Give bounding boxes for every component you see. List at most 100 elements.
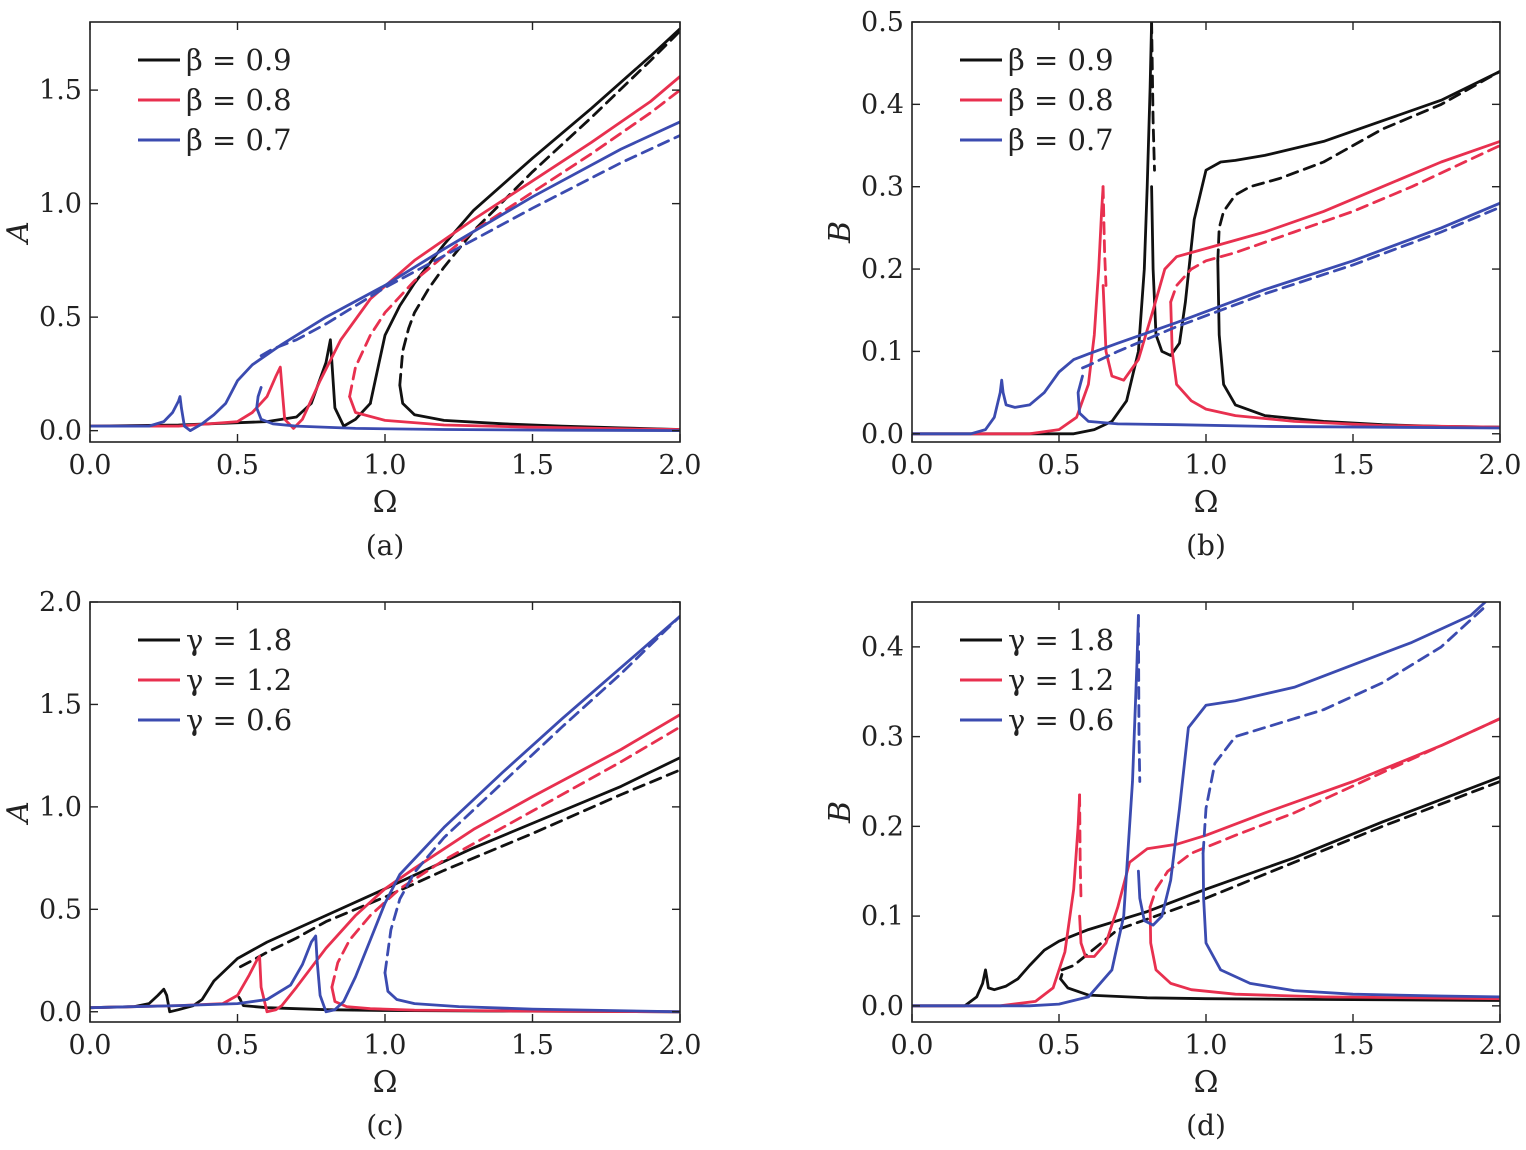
series-line-12: [1201, 851, 1500, 999]
x-tick-label: 1.5: [511, 450, 554, 481]
series-line-1: [239, 768, 680, 969]
series-line-6: [348, 395, 680, 431]
legend-entry: γ = 0.6: [1008, 703, 1114, 737]
series-line-11: [1201, 605, 1487, 855]
y-tick-label: 1.5: [39, 75, 82, 106]
series-line-7: [1101, 185, 1108, 287]
x-tick-label: 1.0: [1185, 1030, 1228, 1061]
y-tick-label: 0.3: [861, 172, 904, 203]
panel-2: 0.0 0.5 1.0 1.5 2.0 0.0 0.5 1.0 1.5 2.0 Ω A (c) γ = 1…: [1, 587, 701, 1142]
y-tick-label: 0.5: [39, 894, 82, 925]
x-axis-label: Ω: [1194, 1065, 1219, 1100]
y-tick-label: 0.1: [861, 336, 904, 367]
legend-entry: β = 0.7: [1008, 123, 1114, 157]
x-tick-label: 0.5: [1038, 450, 1081, 481]
series-line-3: [1216, 70, 1500, 263]
series-line-5: [348, 88, 680, 398]
x-tick-label: 1.0: [364, 450, 407, 481]
x-tick-label: 0.5: [216, 450, 259, 481]
series-line-6: [1148, 717, 1500, 909]
x-tick-label: 1.5: [1332, 450, 1375, 481]
y-tick-label: 0.5: [39, 302, 82, 333]
legend: γ = 1.8 γ = 1.2 γ = 0.6: [960, 623, 1114, 737]
x-tick-label: 1.0: [1185, 450, 1228, 481]
series-line-0: [912, 775, 1500, 1008]
series-line-9: [255, 386, 680, 432]
legend: β = 0.9 β = 0.8 β = 0.7: [960, 43, 1114, 157]
series-line-2: [398, 29, 680, 387]
series-line-1: [1150, 70, 1500, 357]
series-line-1: [368, 27, 680, 405]
series-line-8: [383, 971, 680, 1014]
series-line-0: [912, 22, 1153, 436]
series-line-7: [383, 614, 680, 975]
x-axis-label: Ω: [373, 1065, 398, 1100]
legend-entry: β = 0.7: [186, 123, 292, 157]
series-line-10: [912, 201, 1500, 436]
series-line-9: [1137, 602, 1487, 927]
series-group: [912, 602, 1500, 1008]
legend-entry: β = 0.8: [186, 83, 292, 117]
series-line-8: [259, 134, 680, 358]
y-tick-label: 0.0: [39, 416, 82, 447]
panel-caption: (b): [1186, 529, 1226, 562]
series-line-7: [90, 120, 680, 432]
legend-entry: γ = 1.2: [1008, 663, 1114, 697]
series-line-5: [330, 985, 680, 1014]
legend-entry: γ = 1.2: [186, 663, 292, 697]
series-line-5: [1078, 793, 1083, 900]
y-tick-label: 0.2: [861, 254, 904, 285]
x-tick-label: 2.0: [659, 1030, 702, 1061]
series-line-3: [90, 713, 680, 1014]
series-line-8: [1169, 144, 1500, 304]
legend: γ = 1.8 γ = 1.2 γ = 0.6: [138, 623, 292, 737]
y-tick-label: 0.0: [861, 991, 904, 1022]
series-line-1: [1060, 780, 1500, 972]
series-line-8: [912, 614, 1140, 1008]
x-tick-label: 1.5: [1332, 1030, 1375, 1061]
legend-entry: γ = 0.6: [186, 703, 292, 737]
series-line-9: [1169, 300, 1500, 429]
series-line-11: [1081, 205, 1500, 370]
y-tick-label: 0.2: [861, 811, 904, 842]
y-tick-label: 0.5: [861, 7, 904, 38]
series-group: [912, 22, 1500, 436]
x-axis-label: Ω: [373, 485, 398, 520]
series-line-7: [1148, 905, 1500, 1001]
series-line-4: [90, 75, 680, 430]
legend-entry: β = 0.9: [1008, 43, 1114, 77]
panel-caption: (a): [366, 529, 405, 562]
x-tick-label: 0.0: [891, 1030, 934, 1061]
y-axis-label: A: [1, 221, 36, 246]
series-line-2: [1150, 22, 1156, 172]
y-tick-label: 1.5: [39, 689, 82, 720]
y-tick-label: 0.4: [861, 89, 904, 120]
y-tick-label: 2.0: [39, 587, 82, 618]
series-line-0: [90, 756, 680, 1014]
series-line-6: [1101, 140, 1500, 382]
x-tick-label: 0.0: [69, 1030, 112, 1061]
series-line-0: [90, 338, 372, 428]
series-line-5: [912, 185, 1105, 436]
x-tick-label: 0.5: [216, 1030, 259, 1061]
plot-frame: [89, 601, 681, 1023]
y-tick-label: 0.0: [39, 997, 82, 1028]
y-tick-label: 0.1: [861, 901, 904, 932]
series-group: [90, 614, 680, 1014]
series-line-2: [1059, 973, 1500, 1002]
series-group: [90, 27, 680, 432]
series-line-4: [1216, 259, 1500, 429]
panel-0: 0.0 0.5 1.0 1.5 2.00.00.51.01.5ΩA(a)β = 0.9β…: [1, 21, 701, 562]
y-axis-label: A: [1, 801, 36, 826]
panel-3: 0.0 0.5 1.0 1.5 2.0 0.0 0.1 0.2 0.3 0.4 Ω B (d) γ = 1…: [823, 601, 1521, 1142]
x-tick-label: 2.0: [1479, 450, 1522, 481]
legend-entry: β = 0.9: [186, 43, 292, 77]
legend-entry: β = 0.8: [1008, 83, 1114, 117]
plot-frame: [89, 21, 681, 443]
x-tick-label: 1.0: [364, 1030, 407, 1061]
series-line-12: [1076, 374, 1500, 430]
x-tick-label: 0.0: [69, 450, 112, 481]
y-tick-label: 1.0: [39, 189, 82, 220]
panel-caption: (c): [366, 1109, 404, 1142]
